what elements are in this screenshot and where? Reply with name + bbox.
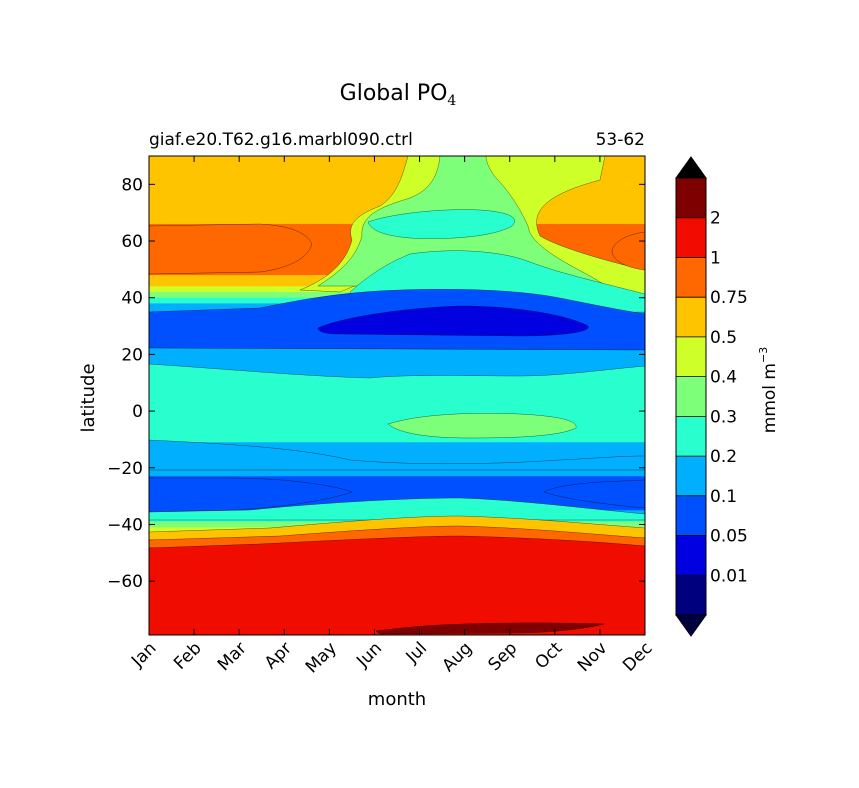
colorbar-segment [676,456,706,497]
colorbar-segment [676,416,706,457]
y-axis-label: latitude [78,363,99,432]
y-tick-label: 80 [121,175,143,195]
colorbar-segment [676,297,706,338]
colorbar-segment [676,257,706,298]
plot-frame [148,155,646,636]
colorbar-tick-label: 0.1 [710,487,737,507]
subtitle-right: 53-62 [596,130,645,150]
contour-features [149,156,645,635]
colorbar-segment [676,376,706,417]
colorbar-tick-label: 0.05 [710,527,748,547]
plot-area [149,156,645,635]
x-axis-label: month [368,689,426,710]
colorbar-segment [676,495,706,537]
x-tick-label: Apr [261,638,296,673]
contour-arctic-cyan-lens [367,209,515,239]
chart-title: Global PO4 [340,81,457,109]
colorbar-segment [676,535,706,576]
colorbar-tick-label: 0.2 [710,447,737,467]
x-tick-label: Nov [574,638,612,676]
x-tick-label: Oct [531,638,566,673]
colorbar-segment [676,575,706,616]
y-tick-label: 40 [121,289,143,309]
contour-south-blue-edge [149,439,645,471]
chart-title-main: Global PO [340,81,448,106]
colorbar: 0.01 0.05 0.1 0.2 0.3 0.4 0.5 0.75 1 2 [675,156,748,637]
contour-south-low-left [149,477,353,513]
y-tick-label: −40 [107,515,143,535]
contour-equatorial-green-lens [387,413,577,439]
colorbar-tick-label: 1 [710,248,721,268]
y-axis: 80 60 40 20 0 −20 −40 −60 [107,175,645,592]
x-tick-label: May [302,638,341,677]
y-tick-label: −60 [107,572,143,592]
x-tick-label: Jul [402,638,431,667]
colorbar-segment [676,217,706,258]
contour-southern-gradient-cyan [149,497,645,521]
y-tick-label: −20 [107,459,143,479]
contour-south-low-right [543,479,645,509]
x-tick-label: Feb [170,638,205,673]
contour-north-blue-edge [149,347,645,379]
x-tick-label: Jun [352,638,386,672]
x-tick-label: Aug [439,638,477,676]
colorbar-tick-label: 0.4 [710,368,737,388]
y-tick-label: 60 [121,232,143,252]
contour-north-subtropical-core [317,305,589,337]
contour-nh-orange-right [611,231,645,271]
x-tick-label: Mar [214,638,251,675]
colorbar-tick-label: 0.01 [710,566,748,586]
contour-southern-red-top [149,535,645,635]
y-tick-label: 0 [132,402,143,422]
contour-antarctic-dark-red [375,622,605,635]
x-tick-label: Sep [484,638,521,675]
colorbar-tick-label: 0.5 [710,328,737,348]
chart-title-subscript: 4 [447,93,456,109]
colorbar-segment [676,178,706,219]
y-tick-label: 20 [121,345,143,365]
subtitle-left: giaf.e20.T62.g16.marbl090.ctrl [149,130,413,150]
colorbar-label-superscript: −3 [757,347,770,363]
colorbar-tick-label: 0.3 [710,407,737,427]
x-tick-label: Jan [127,638,160,671]
x-tick-label: Dec [619,638,656,675]
colorbar-extend-low [675,614,707,637]
contour-nh-orange-left [149,223,313,275]
colorbar-tick-label: 0.75 [710,288,748,308]
colorbar-frame [675,177,707,616]
colorbar-label: mmol m−3 [757,347,780,433]
colorbar-tick-label: 2 [710,209,721,229]
colorbar-extend-high [675,156,707,179]
colorbar-label-main: mmol m [760,363,780,433]
colorbar-segment [676,336,706,378]
